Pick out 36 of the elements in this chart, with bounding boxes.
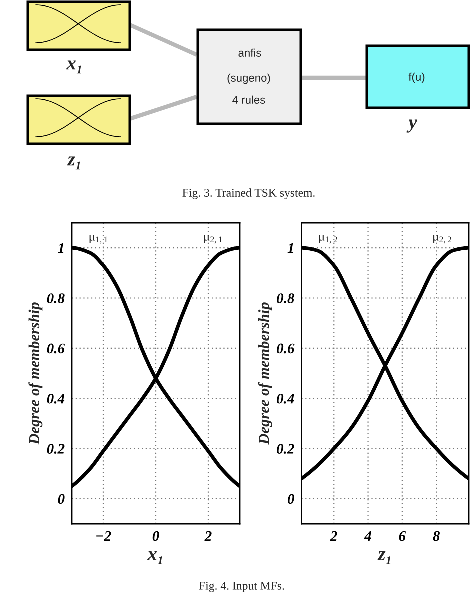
x-tick-label: 4 <box>364 531 372 542</box>
y-tick-label: 0.4 <box>47 394 65 404</box>
series-label: μ$_{1,1}$ <box>90 235 108 244</box>
caption: Fig. 4. Input MFs. <box>199 582 284 592</box>
y-tick-label: 0.8 <box>47 294 65 304</box>
y-tick-label: 1 <box>58 244 64 254</box>
y-tick-label: 0.4 <box>277 394 294 404</box>
text: 4 rules <box>232 96 266 104</box>
text: anfis <box>238 48 262 57</box>
series-label: μ$_{2,1}$ <box>204 235 222 244</box>
text: y <box>406 120 418 133</box>
caption: Fig. 3. Trained TSK system. <box>182 188 315 200</box>
y-tick-label: 1 <box>288 244 294 254</box>
y-tick-label: 0 <box>288 494 294 504</box>
text: x₁ <box>66 60 82 74</box>
y-tick-label: 0.6 <box>277 344 295 354</box>
y-axis-title: Degree of membership <box>28 302 43 445</box>
y-axis-title: Degree of membership <box>258 302 272 445</box>
y-tick-label: 0.2 <box>47 444 65 454</box>
text: (sugeno) <box>228 74 270 84</box>
x-tick-label: 2 <box>330 531 338 542</box>
x-tick-label: 0 <box>152 531 160 542</box>
y-tick-label: 0.6 <box>47 344 66 354</box>
y-tick-label: 0.8 <box>277 294 295 304</box>
series-label: μ$_{1,2}$ <box>319 235 338 244</box>
y-tick-label: 0.2 <box>277 444 294 454</box>
x-tick-label: −2 <box>96 531 112 542</box>
x-tick-label: 2 <box>204 531 212 542</box>
x-axis-title: x₁ <box>148 552 162 564</box>
text: z₁ <box>67 156 80 170</box>
text: f(u) <box>408 72 425 84</box>
x-axis-title: z₁ <box>378 552 391 564</box>
x-tick-label: 8 <box>433 531 440 542</box>
x-tick-label: 6 <box>399 531 406 542</box>
y-tick-label: 0 <box>58 494 65 504</box>
series-label: μ$_{2,2}$ <box>434 235 452 244</box>
